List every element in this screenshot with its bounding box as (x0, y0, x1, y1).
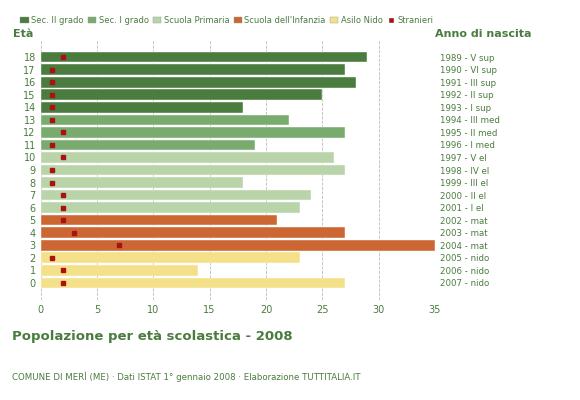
Bar (41, 202, 300, 213)
Bar (41, 127, 345, 138)
Bar (41, 252, 300, 263)
Text: Età: Età (13, 29, 34, 39)
Text: Anno di nascita: Anno di nascita (435, 29, 531, 39)
Bar (41, 215, 277, 226)
Bar (41, 52, 367, 62)
Bar (41, 278, 345, 288)
Bar (41, 265, 198, 276)
Bar (41, 77, 356, 88)
Bar (41, 240, 435, 250)
Text: Popolazione per età scolastica - 2008: Popolazione per età scolastica - 2008 (12, 330, 292, 343)
Bar (41, 190, 311, 200)
Bar (41, 177, 244, 188)
Legend: Sec. II grado, Sec. I grado, Scuola Primaria, Scuola dell'Infanzia, Asilo Nido, : Sec. II grado, Sec. I grado, Scuola Prim… (17, 12, 437, 28)
Bar (41, 114, 288, 125)
Bar (41, 90, 322, 100)
Bar (41, 64, 345, 75)
Bar (41, 152, 333, 163)
Text: COMUNE DI MERÌ (ME) · Dati ISTAT 1° gennaio 2008 · Elaborazione TUTTITALIA.IT: COMUNE DI MERÌ (ME) · Dati ISTAT 1° genn… (12, 372, 360, 382)
Bar (41, 227, 345, 238)
Bar (41, 165, 345, 175)
Bar (41, 140, 255, 150)
Bar (41, 102, 244, 113)
